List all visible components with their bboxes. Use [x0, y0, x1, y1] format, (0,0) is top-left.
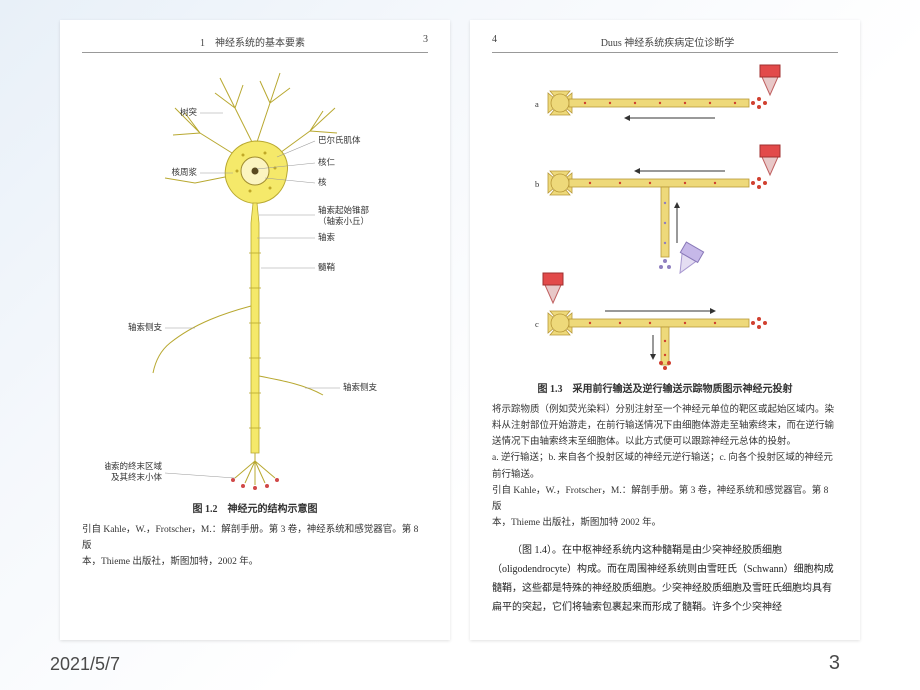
- left-page: 1 神经系统的基本要素 3: [60, 20, 450, 640]
- caption-line: a. 逆行输送；b. 来自各个投射区域的神经元逆行输送；c. 向各个投射区域的神…: [492, 453, 833, 463]
- label-myelin: 髓鞘: [318, 262, 336, 272]
- right-page-header: 4 Duus 神经系统疾病定位诊断学: [492, 34, 838, 53]
- transport-diagram: a b: [515, 63, 815, 373]
- label-collateral1: 轴索侧支: [128, 322, 163, 332]
- caption-line: 前行输送。: [492, 470, 540, 480]
- slide: 1 神经系统的基本要素 3: [0, 0, 920, 690]
- book-title: Duus 神经系统疾病定位诊断学: [497, 34, 838, 49]
- label-perikaryon: 核周浆: [171, 167, 197, 177]
- caption-line: 料从注射部位开始游走，在前行输送情况下由细胞体游走至轴索终末，而在逆行输: [492, 421, 834, 431]
- label-hillock2: （轴索小丘）: [318, 216, 369, 226]
- caption-line: 引自 Kahle，W.，Frotscher，M.：解剖手册。第 3 卷，神经系统…: [492, 486, 828, 512]
- caption-line: 将示踪物质（例如荧光染料）分别注射至一个神经元单位的靶区或起始区域内。染: [492, 405, 834, 415]
- label-terminal2: 及其终末小体: [111, 472, 163, 482]
- label-hillock1: 轴索起始锥部: [318, 205, 370, 215]
- label-nissl: 巴尔氏肌体: [318, 135, 361, 145]
- fig-title: 图 1.3 采用前行输送及逆行输送示踪物质图示神经元投射: [492, 381, 838, 398]
- neuron-diagram: 树突 巴尔氏肌体 核周浆 核仁 核 轴索起始锥部 （轴索小丘） 轴索 髓鞘 轴索…: [105, 63, 405, 493]
- left-caption: 图 1.2 神经元的结构示意图 引自 Kahle，W.，Frotscher，M.…: [82, 501, 428, 570]
- right-page: 4 Duus 神经系统疾病定位诊断学: [470, 20, 860, 640]
- footer-date: 2021/5/7: [50, 654, 120, 675]
- chapter-title: 1 神经系统的基本要素: [82, 34, 423, 49]
- label-terminal1: 轴索的终末区域: [105, 461, 162, 471]
- label-dendrite: 树突: [180, 107, 198, 117]
- footer-slide-number: 3: [829, 652, 840, 675]
- row-b-label: b: [535, 179, 539, 189]
- label-nucleolus: 核仁: [318, 157, 336, 167]
- left-page-header: 1 神经系统的基本要素 3: [82, 34, 428, 53]
- label-collateral2: 轴索侧支: [343, 382, 378, 392]
- caption-line: 引自 Kahle，W.，Frotscher，M.：解剖手册。第 3 卷，神经系统…: [82, 525, 418, 551]
- row-a-label: a: [535, 99, 539, 109]
- fig-title: 图 1.2 神经元的结构示意图: [82, 501, 428, 518]
- neuron-figure: 树突 巴尔氏肌体 核周浆 核仁 核 轴索起始锥部 （轴索小丘） 轴索 髓鞘 轴索…: [82, 63, 428, 493]
- label-nucleus: 核: [318, 177, 327, 187]
- caption-line: 送情况下由轴索终末至细胞体。以此方式便可以跟踪神经元总体的投射。: [492, 437, 796, 447]
- label-axon: 轴索: [318, 232, 335, 242]
- row-c-label: c: [535, 319, 539, 329]
- body-paragraph: （图 1.4）。在中枢神经系统内这种髓鞘是由少突神经胶质细胞（oligodend…: [492, 541, 838, 617]
- transport-figure: a b: [492, 63, 838, 373]
- right-caption: 图 1.3 采用前行输送及逆行输送示踪物质图示神经元投射 将示踪物质（例如荧光染…: [492, 381, 838, 531]
- page-spread: 1 神经系统的基本要素 3: [0, 0, 920, 650]
- caption-line: 本，Thieme 出版社，斯图加特，2002 年。: [82, 557, 258, 567]
- caption-line: 本，Thieme 出版社，斯图加特 2002 年。: [492, 518, 661, 528]
- page-number: 3: [423, 34, 428, 49]
